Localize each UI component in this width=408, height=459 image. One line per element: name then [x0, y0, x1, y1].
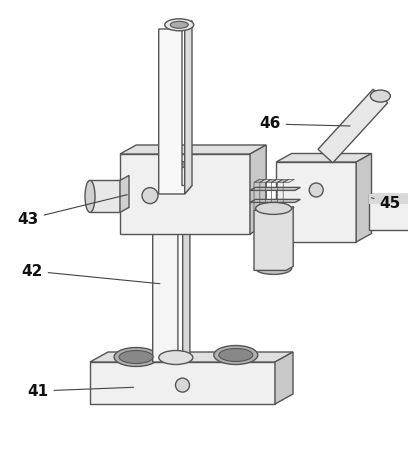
Polygon shape [275, 352, 293, 404]
Polygon shape [318, 90, 388, 163]
Ellipse shape [170, 21, 188, 28]
Polygon shape [254, 207, 293, 270]
Polygon shape [120, 175, 129, 213]
Ellipse shape [159, 157, 193, 172]
Polygon shape [266, 179, 277, 182]
Polygon shape [370, 194, 408, 230]
Ellipse shape [219, 348, 253, 362]
Polygon shape [266, 207, 277, 210]
Ellipse shape [175, 378, 189, 392]
Ellipse shape [165, 19, 194, 31]
Ellipse shape [255, 263, 292, 274]
Polygon shape [153, 160, 190, 362]
Ellipse shape [85, 180, 95, 213]
Polygon shape [283, 207, 295, 210]
Polygon shape [276, 153, 372, 162]
Polygon shape [90, 362, 275, 404]
Ellipse shape [255, 202, 292, 214]
Ellipse shape [370, 90, 390, 102]
Polygon shape [254, 207, 265, 210]
Polygon shape [356, 153, 372, 242]
Text: 41: 41 [27, 384, 133, 398]
Polygon shape [277, 179, 288, 182]
Ellipse shape [309, 183, 323, 197]
Polygon shape [271, 207, 283, 210]
Polygon shape [260, 207, 271, 210]
Polygon shape [120, 154, 250, 234]
Polygon shape [271, 179, 283, 182]
Polygon shape [260, 179, 271, 182]
Text: 42: 42 [21, 263, 160, 284]
Polygon shape [276, 162, 356, 242]
Ellipse shape [159, 351, 193, 364]
Polygon shape [183, 160, 190, 362]
Ellipse shape [214, 346, 258, 364]
Ellipse shape [165, 161, 187, 168]
Ellipse shape [119, 351, 153, 364]
Polygon shape [159, 21, 192, 194]
Text: 45: 45 [372, 196, 401, 212]
Ellipse shape [142, 188, 158, 204]
Polygon shape [90, 352, 293, 362]
Polygon shape [283, 179, 295, 182]
Polygon shape [250, 199, 300, 202]
Ellipse shape [114, 347, 158, 366]
Polygon shape [370, 194, 408, 204]
Text: 44: 44 [0, 458, 1, 459]
Polygon shape [250, 145, 266, 234]
Polygon shape [254, 179, 265, 182]
Polygon shape [277, 207, 288, 210]
Polygon shape [90, 180, 120, 213]
Polygon shape [120, 145, 266, 154]
Polygon shape [250, 187, 300, 190]
Text: 46: 46 [259, 117, 350, 131]
Text: 43: 43 [18, 195, 127, 226]
Polygon shape [185, 21, 192, 194]
